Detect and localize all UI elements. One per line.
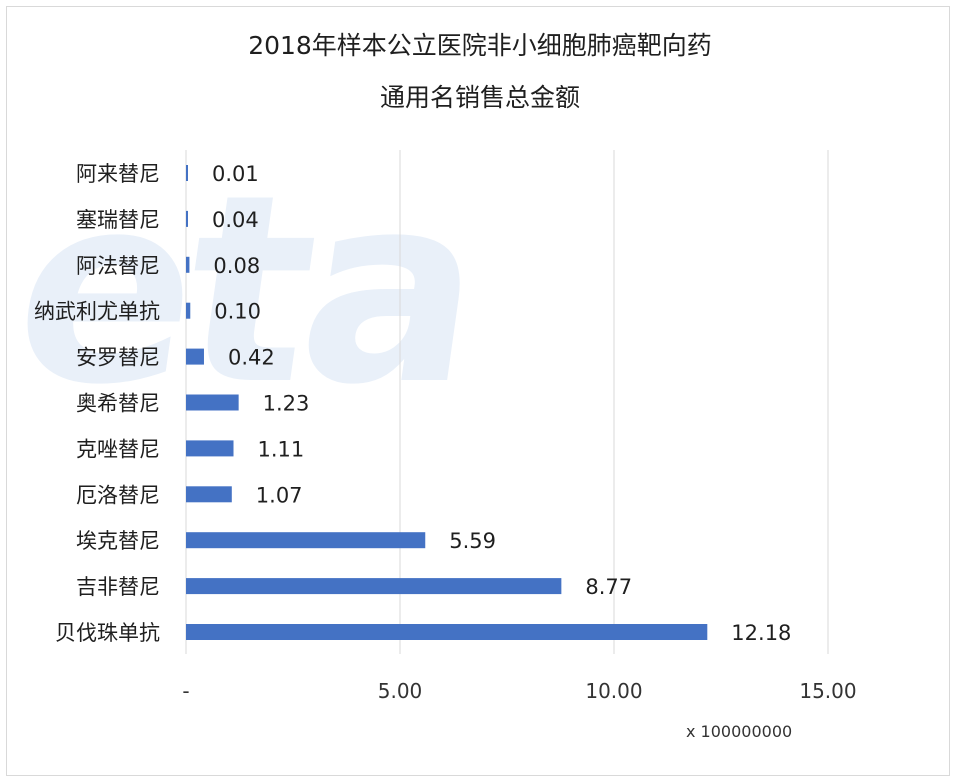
category-label: 奥希替尼 xyxy=(76,392,160,416)
category-label: 安罗替尼 xyxy=(76,346,160,370)
category-label: 纳武利尤单抗 xyxy=(34,300,160,324)
x-axis-multiplier: x 100000000 xyxy=(686,722,793,741)
x-tick-label: 5.00 xyxy=(378,679,423,703)
data-label: 0.10 xyxy=(214,300,261,324)
bar xyxy=(186,302,191,319)
category-label: 阿法替尼 xyxy=(76,254,160,278)
bar xyxy=(186,440,234,457)
bar xyxy=(186,256,190,273)
category-label: 克唑替尼 xyxy=(76,437,160,461)
data-label: 8.77 xyxy=(585,575,632,599)
data-label: 12.18 xyxy=(731,621,791,645)
x-tick-label: - xyxy=(182,679,189,703)
data-label: 0.04 xyxy=(212,208,259,232)
data-label: 0.01 xyxy=(212,162,259,186)
bar xyxy=(186,578,562,595)
bar xyxy=(186,394,239,411)
gridlines xyxy=(185,150,829,654)
x-tick-label: 10.00 xyxy=(585,679,642,703)
bar xyxy=(186,624,708,640)
bar xyxy=(186,165,188,181)
bar xyxy=(186,348,204,365)
x-tick-label: 15.00 xyxy=(799,679,856,703)
category-label: 埃克替尼 xyxy=(76,529,160,553)
data-label: 0.08 xyxy=(213,254,260,278)
bar xyxy=(186,210,188,227)
bar xyxy=(186,532,426,549)
data-label: 0.42 xyxy=(228,346,275,370)
chart-subtitle: 通用名销售总金额 xyxy=(379,83,580,112)
chart-frame xyxy=(6,6,950,776)
chart-title: 2018年样本公立医院非小细胞肺癌靶向药 xyxy=(248,31,712,60)
labels: - 5.00 10.00 15.00 阿来替尼 0.01 塞瑞替尼 0.04 阿法替尼 0.08 纳… xyxy=(34,162,857,703)
category-label: 塞瑞替尼 xyxy=(76,208,160,232)
category-label: 阿来替尼 xyxy=(76,162,160,186)
category-label: 贝伐珠单抗 xyxy=(55,621,160,645)
bars xyxy=(186,165,708,640)
data-label: 5.59 xyxy=(449,529,496,553)
data-label: 1.11 xyxy=(258,437,305,461)
category-label: 厄洛替尼 xyxy=(76,483,160,507)
data-label: 1.23 xyxy=(263,392,310,416)
bar xyxy=(186,486,232,503)
data-label: 1.07 xyxy=(256,483,303,507)
category-label: 吉非替尼 xyxy=(76,575,160,599)
